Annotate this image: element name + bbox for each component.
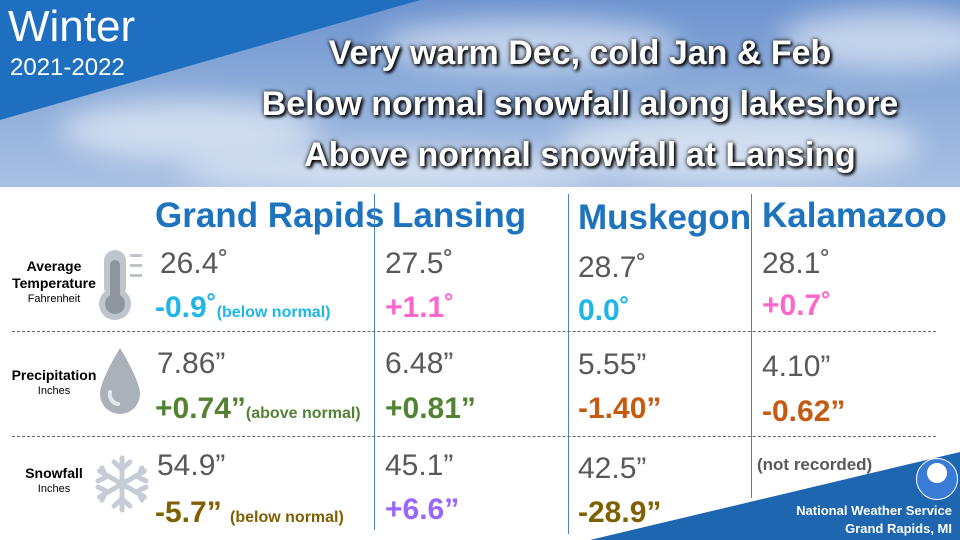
- temp-note: (below normal): [216, 304, 331, 321]
- row-divider: [12, 331, 936, 332]
- snow-kalamazoo-not-recorded: (not recorded): [757, 455, 873, 474]
- temperature-label: Average Temperature: [12, 258, 96, 291]
- precip-departure-kalamazoo: -0.62”: [762, 395, 846, 428]
- nws-office-location: Grand Rapids, MI: [845, 521, 952, 536]
- snow-departure-lansing: +6.6”: [385, 493, 460, 526]
- precip-value-grand-rapids: 7.86”: [157, 347, 226, 380]
- snowflake-icon: [95, 455, 149, 513]
- snow-departure-grand-rapids: -5.7” (below normal): [155, 496, 344, 529]
- temp-departure-lansing: +1.1˚: [385, 291, 455, 324]
- precip-value-kalamazoo: 4.10”: [762, 350, 831, 383]
- snow-value-grand-rapids: 54.9”: [157, 449, 226, 482]
- row-label-precipitation: Precipitation Inches: [0, 367, 108, 398]
- precip-departure-grand-rapids: +0.74”(above normal): [155, 392, 361, 425]
- temp-value-muskegon: 28.7˚: [578, 251, 647, 284]
- water-drop-icon: [100, 348, 140, 414]
- city-kalamazoo: Kalamazoo: [762, 196, 947, 235]
- thermometer-icon: [99, 250, 142, 320]
- row-divider: [12, 436, 936, 437]
- row-label-temperature: Average Temperature Fahrenheit: [0, 258, 108, 306]
- column-divider: [751, 194, 752, 498]
- temp-departure-kalamazoo: +0.7˚: [762, 289, 832, 322]
- city-muskegon: Muskegon: [578, 198, 752, 237]
- snow-departure-muskegon: -28.9”: [578, 496, 662, 529]
- headline-3: Above normal snowfall at Lansing: [304, 136, 856, 174]
- snowfall-label: Snowfall: [25, 465, 83, 481]
- precipitation-label: Precipitation: [11, 367, 97, 383]
- nws-office-name: National Weather Service: [796, 503, 952, 518]
- snow-value-lansing: 45.1”: [385, 449, 454, 482]
- season-years: 2021-2022: [10, 54, 125, 81]
- column-divider: [374, 194, 375, 530]
- noaa-logo: [916, 458, 958, 500]
- precip-departure-muskegon: -1.40”: [578, 392, 662, 425]
- row-label-snowfall: Snowfall Inches: [0, 465, 108, 496]
- precip-departure-lansing: +0.81”: [385, 392, 476, 425]
- headline-2: Below normal snowfall along lakeshore: [261, 85, 899, 123]
- precip-note: (above normal): [245, 405, 361, 422]
- temp-departure-muskegon: 0.0˚: [578, 294, 630, 327]
- snowfall-unit: Inches: [37, 483, 71, 495]
- headline-1: Very warm Dec, cold Jan & Feb: [328, 34, 832, 72]
- city-grand-rapids: Grand Rapids: [155, 196, 385, 235]
- temperature-unit: Fahrenheit: [27, 293, 81, 305]
- precip-value-lansing: 6.48”: [385, 347, 454, 380]
- sky-banner: [0, 0, 960, 187]
- temp-value-kalamazoo: 28.1˚: [762, 247, 831, 280]
- column-divider: [568, 194, 569, 534]
- precipitation-unit: Inches: [37, 385, 71, 397]
- precip-value-muskegon: 5.55”: [578, 348, 647, 381]
- temp-value-grand-rapids: 26.4˚: [160, 247, 229, 280]
- temp-departure-grand-rapids: -0.9˚(below normal): [155, 291, 331, 324]
- city-lansing: Lansing: [392, 196, 527, 235]
- season-title: Winter: [8, 2, 136, 51]
- snow-value-muskegon: 42.5”: [578, 452, 647, 485]
- snow-note: (below normal): [230, 509, 344, 526]
- temp-value-lansing: 27.5˚: [385, 247, 454, 280]
